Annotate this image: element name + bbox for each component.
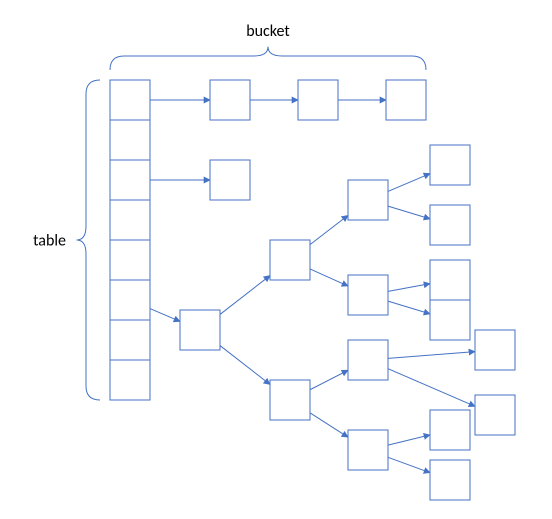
- bucket-node: [210, 160, 250, 200]
- edges: [150, 100, 475, 473]
- table-cell: [110, 320, 150, 360]
- edge: [388, 206, 430, 219]
- bucket-node: [430, 145, 470, 185]
- bucket-node: [348, 275, 388, 315]
- edge: [388, 174, 430, 192]
- bucket-node: [430, 410, 470, 450]
- bucket-node: [298, 80, 338, 120]
- edge: [310, 370, 348, 389]
- nodes: [180, 80, 515, 500]
- bucket-node: [180, 310, 220, 350]
- hash-table-diagram: bucket table: [0, 0, 552, 519]
- table-cell: [110, 280, 150, 320]
- brace-left: [77, 80, 100, 400]
- edge: [310, 413, 348, 437]
- table-label: table: [33, 232, 66, 251]
- edge: [388, 284, 430, 292]
- bucket-node: [475, 330, 515, 370]
- edge: [220, 276, 270, 315]
- table-cell: [110, 200, 150, 240]
- brace-top: [110, 47, 426, 70]
- bucket-node: [386, 80, 426, 120]
- table-cell: [110, 120, 150, 160]
- bucket-node: [430, 300, 470, 340]
- edge: [150, 309, 180, 322]
- table-cell: [110, 160, 150, 200]
- bucket-node: [475, 395, 515, 435]
- bucket-node: [430, 205, 470, 245]
- bucket-node: [348, 430, 388, 470]
- table-cell: [110, 240, 150, 280]
- table-cell: [110, 80, 150, 120]
- edge: [388, 369, 475, 407]
- edge: [388, 352, 475, 359]
- edge: [388, 457, 430, 472]
- edge: [388, 301, 430, 314]
- bucket-node: [430, 260, 470, 300]
- edge: [388, 435, 430, 445]
- bucket-node: [348, 180, 388, 220]
- edge: [310, 269, 348, 286]
- table-cell: [110, 360, 150, 400]
- bucket-node: [430, 460, 470, 500]
- bucket-label: bucket: [246, 22, 290, 41]
- bucket-node: [348, 340, 388, 380]
- bucket-node: [270, 380, 310, 420]
- table-column: [110, 80, 150, 400]
- bucket-node: [210, 80, 250, 120]
- edge: [220, 346, 270, 385]
- bucket-node: [270, 240, 310, 280]
- edge: [310, 215, 348, 244]
